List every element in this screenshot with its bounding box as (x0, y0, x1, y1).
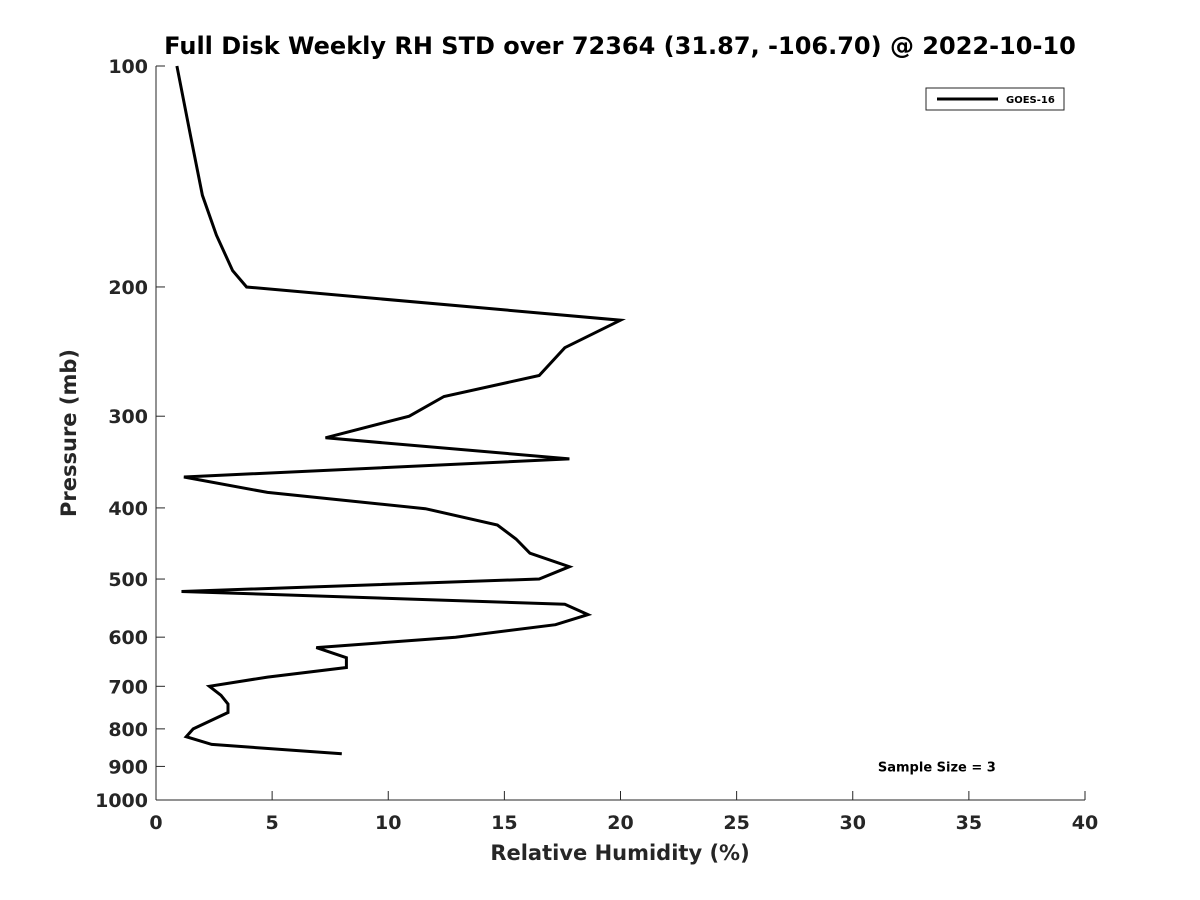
y-axis-label: Pressure (mb) (57, 349, 81, 517)
legend-entry-label: GOES-16 (1006, 95, 1055, 106)
legend[interactable]: GOES-16 (925, 87, 1065, 111)
x-tick-label: 40 (1072, 812, 1098, 834)
y-tick-label: 800 (108, 719, 148, 741)
x-tick-label: 25 (723, 812, 749, 834)
y-tick-label: 900 (108, 756, 148, 778)
axes: 0 5 10 15 20 25 30 35 40 100 200 300 400 500 600 700 800… (95, 56, 1098, 834)
y-tick-label: 500 (108, 569, 148, 591)
y-tick-label: 600 (108, 627, 148, 649)
sample-size-annotation: Sample Size = 3 (878, 760, 996, 775)
chart-title: Full Disk Weekly RH STD over 72364 (31.8… (164, 32, 1076, 60)
y-tick-label: 300 (108, 406, 148, 428)
annotations: Sample Size = 3 (878, 760, 996, 775)
x-tick-label: 35 (956, 812, 982, 834)
x-tick-label: 20 (607, 812, 633, 834)
x-tick-label: 0 (149, 812, 162, 834)
y-tick-label: 200 (108, 277, 148, 299)
x-tick-label: 15 (491, 812, 517, 834)
x-axis-label: Relative Humidity (%) (490, 841, 749, 865)
y-tick-label: 700 (108, 676, 148, 698)
x-tick-label: 10 (375, 812, 401, 834)
x-tick-label: 5 (266, 812, 279, 834)
x-tick-label: 30 (840, 812, 866, 834)
series-line-goes-16 (175, 65, 626, 756)
series-layer (175, 65, 626, 756)
y-tick-label: 400 (108, 498, 148, 520)
y-tick-label: 1000 (95, 790, 148, 812)
y-tick-label: 100 (108, 56, 148, 78)
